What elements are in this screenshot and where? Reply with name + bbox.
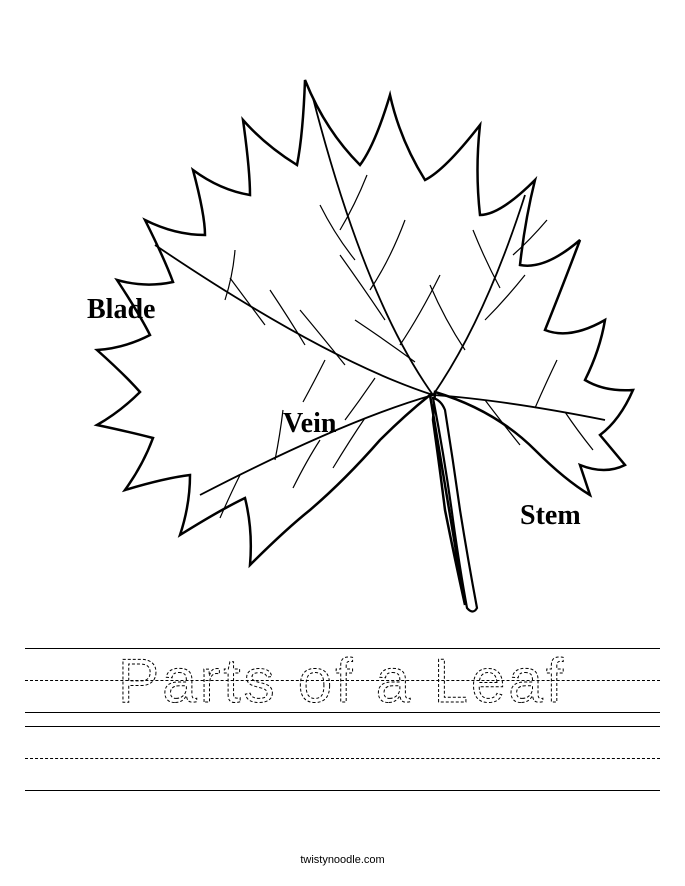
label-vein: Vein	[283, 408, 336, 440]
guide-top	[25, 726, 660, 727]
worksheet-page: Blade Vein Stem Parts of a Leaf twistyno…	[0, 0, 685, 886]
leaf-stem	[433, 398, 477, 612]
guide-mid	[25, 758, 660, 759]
leaf-diagram: Blade Vein Stem	[25, 20, 660, 640]
tracing-title: Parts of a Leaf	[118, 647, 566, 716]
tracing-text-svg: Parts of a Leaf	[25, 642, 660, 718]
leaf-illustration	[25, 20, 660, 640]
label-stem: Stem	[520, 500, 581, 532]
label-blade: Blade	[87, 294, 155, 326]
writing-line-1: Parts of a Leaf	[25, 648, 660, 712]
writing-line-2	[25, 726, 660, 790]
guide-bottom	[25, 790, 660, 791]
footer-credit: twistynoodle.com	[25, 854, 660, 871]
handwriting-lines: Parts of a Leaf	[25, 648, 660, 804]
